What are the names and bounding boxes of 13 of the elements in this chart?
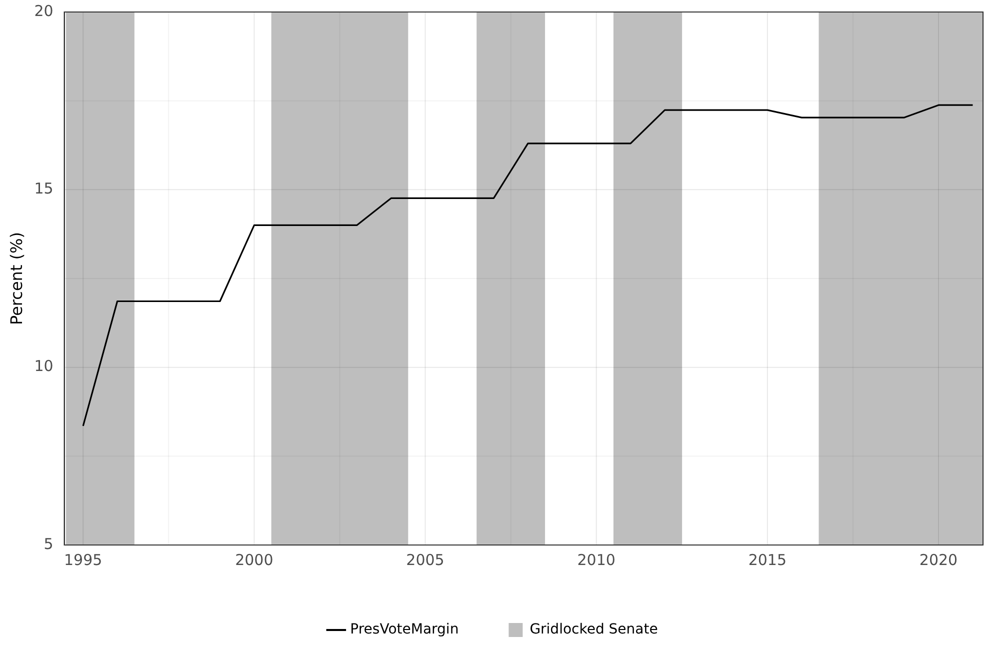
legend-label: PresVoteMargin bbox=[350, 622, 459, 638]
y-axis-title: Percent (%) bbox=[6, 232, 26, 325]
legend-label: Gridlocked Senate bbox=[530, 622, 658, 638]
y-tick-label: 10 bbox=[34, 357, 54, 376]
x-tick-label: 2000 bbox=[235, 550, 274, 569]
x-tick-label: 2020 bbox=[919, 550, 958, 569]
x-tick-label: 2010 bbox=[577, 550, 616, 569]
y-tick-label: 15 bbox=[34, 180, 54, 198]
y-tick-label: 20 bbox=[34, 2, 54, 20]
x-tick-label: 2015 bbox=[748, 550, 787, 569]
x-tick-label: 1995 bbox=[64, 550, 102, 569]
y-tick-label: 5 bbox=[44, 534, 54, 553]
x-tick-label: 2005 bbox=[406, 550, 444, 569]
